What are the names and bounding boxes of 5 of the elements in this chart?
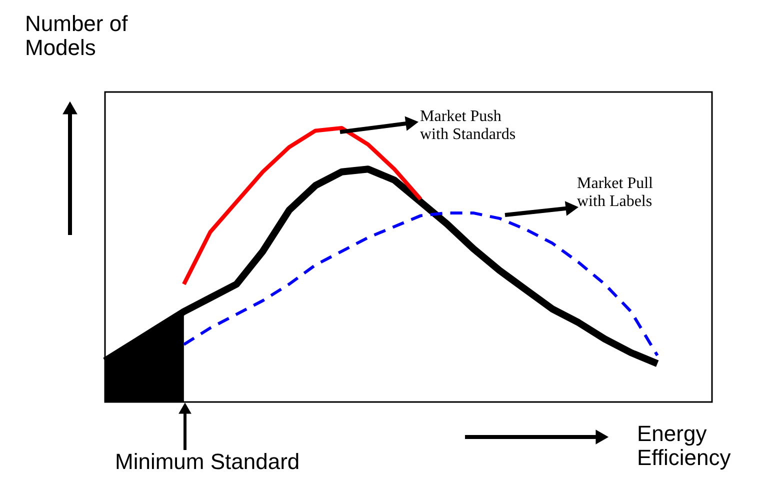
- annotation: Market Pull with Labels: [577, 175, 654, 210]
- annotation: Market Push with Standards: [420, 108, 516, 143]
- text: Minimum Standard: [115, 449, 300, 474]
- x-axis-title: Energy Efficiency: [637, 421, 731, 470]
- y-axis-title: Number of Models: [25, 11, 129, 60]
